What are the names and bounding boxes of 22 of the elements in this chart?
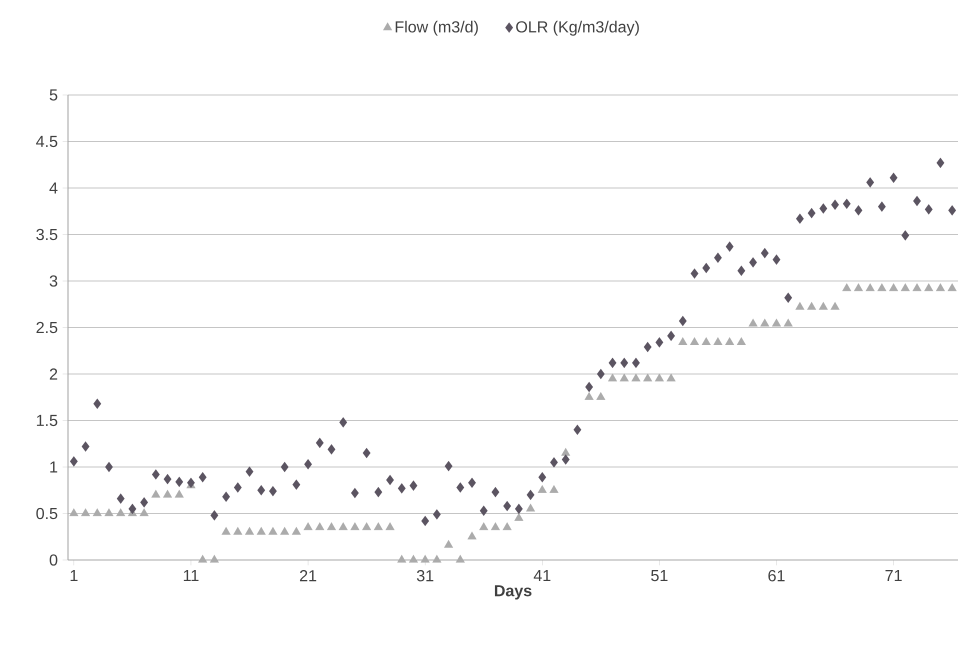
y-tick-label: 0 [50, 554, 58, 566]
x-tick-label: 21 [300, 570, 316, 582]
y-tick-label: 4 [49, 182, 58, 194]
x-tick-label: 41 [534, 570, 550, 582]
y-tick-label: 2.5 [36, 322, 58, 334]
x-tick-label: 71 [886, 570, 902, 582]
y-tick-label: 1.5 [36, 414, 58, 426]
x-axis-title: Days [494, 585, 532, 600]
y-tick-label: 2 [50, 368, 58, 380]
x-tick-label: 1 [70, 570, 78, 582]
x-tick-label: 51 [651, 570, 668, 582]
x-tick-label: 61 [768, 570, 785, 582]
x-tick-label: 31 [416, 570, 434, 582]
y-tick-label: 0.5 [36, 508, 58, 520]
y-tick-label: 3 [50, 275, 58, 287]
y-tick-label: 3.5 [36, 228, 58, 240]
y-tick-label: 5 [50, 89, 58, 101]
y-tick-label: 4.5 [36, 136, 58, 148]
y-tick-label: 1 [50, 462, 58, 473]
legend-label: Flow (m3/d) [396, 20, 478, 36]
legend-label: OLR (Kg/m3/day) [516, 20, 639, 36]
x-tick-label: 11 [184, 570, 198, 582]
